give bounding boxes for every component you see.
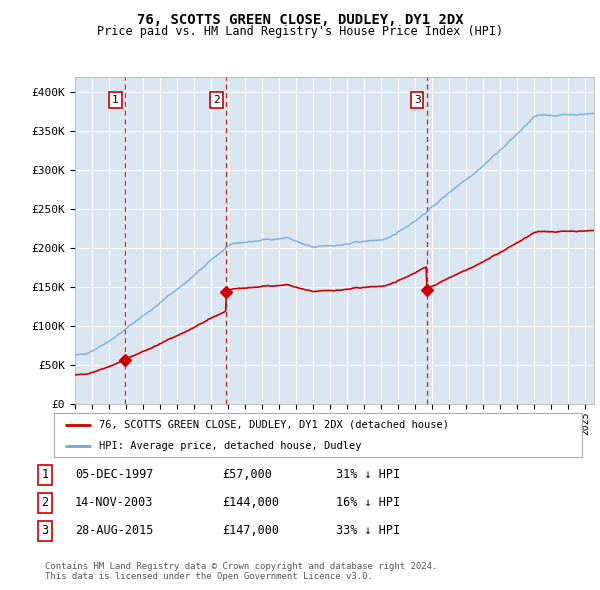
Text: 1: 1: [41, 468, 49, 481]
Text: 14-NOV-2003: 14-NOV-2003: [75, 496, 154, 509]
Text: Price paid vs. HM Land Registry's House Price Index (HPI): Price paid vs. HM Land Registry's House …: [97, 25, 503, 38]
Text: 76, SCOTTS GREEN CLOSE, DUDLEY, DY1 2DX (detached house): 76, SCOTTS GREEN CLOSE, DUDLEY, DY1 2DX …: [99, 420, 449, 430]
Text: 28-AUG-2015: 28-AUG-2015: [75, 525, 154, 537]
Text: HPI: Average price, detached house, Dudley: HPI: Average price, detached house, Dudl…: [99, 441, 361, 451]
Text: 2: 2: [213, 95, 220, 105]
Text: 33% ↓ HPI: 33% ↓ HPI: [336, 525, 400, 537]
Text: 3: 3: [41, 525, 49, 537]
Text: 1: 1: [112, 95, 119, 105]
Text: 76, SCOTTS GREEN CLOSE, DUDLEY, DY1 2DX: 76, SCOTTS GREEN CLOSE, DUDLEY, DY1 2DX: [137, 13, 463, 27]
Text: 31% ↓ HPI: 31% ↓ HPI: [336, 468, 400, 481]
Text: £57,000: £57,000: [222, 468, 272, 481]
Text: £144,000: £144,000: [222, 496, 279, 509]
Text: 05-DEC-1997: 05-DEC-1997: [75, 468, 154, 481]
Text: 3: 3: [414, 95, 421, 105]
Text: 16% ↓ HPI: 16% ↓ HPI: [336, 496, 400, 509]
Text: 2: 2: [41, 496, 49, 509]
Text: £147,000: £147,000: [222, 525, 279, 537]
Text: Contains HM Land Registry data © Crown copyright and database right 2024.
This d: Contains HM Land Registry data © Crown c…: [45, 562, 437, 581]
